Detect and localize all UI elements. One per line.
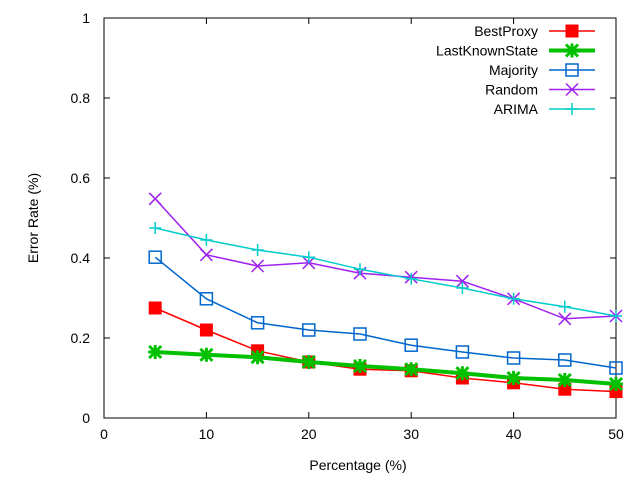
y-tick-label: 0 [82, 410, 90, 426]
y-tick-label: 0.4 [71, 250, 91, 266]
legend-marker [566, 103, 578, 115]
y-tick-label: 0.8 [71, 90, 91, 106]
legend-marker [565, 63, 579, 77]
data-point [609, 361, 623, 375]
legend-marker [565, 82, 579, 97]
data-point [148, 344, 163, 360]
x-tick-label: 0 [100, 426, 108, 442]
series-layer [148, 192, 624, 399]
legend-label: Random [485, 82, 538, 98]
data-point [302, 323, 316, 337]
data-point [199, 292, 214, 306]
data-point [149, 222, 162, 234]
data-point [455, 274, 469, 288]
y-tick-label: 1 [82, 10, 90, 26]
data-point [251, 244, 264, 256]
data-point [506, 351, 521, 365]
data-point [558, 312, 572, 326]
legend-label: Majority [489, 62, 538, 78]
data-point [506, 370, 521, 386]
data-point [405, 272, 418, 285]
data-point [250, 316, 265, 330]
x-tick-label: 30 [403, 426, 419, 442]
y-axis-label: Error Rate (%) [25, 173, 41, 263]
data-point [148, 250, 162, 264]
series-line [155, 227, 617, 317]
data-point [404, 338, 418, 352]
series-line [154, 198, 617, 320]
x-tick-label: 10 [199, 426, 215, 442]
legend-label: LastKnownState [436, 43, 538, 59]
series-random [148, 192, 623, 326]
legend-label: ARIMA [494, 101, 539, 117]
data-point [352, 358, 368, 374]
x-axis-label: Percentage (%) [309, 457, 406, 473]
data-point [610, 310, 622, 322]
x-tick-label: 50 [608, 426, 624, 442]
data-point [404, 362, 419, 377]
legend-entry: LastKnownState [436, 43, 595, 59]
data-point [301, 354, 316, 370]
data-point [455, 366, 470, 381]
series-line [154, 307, 617, 393]
data-point [302, 251, 315, 264]
data-point [199, 323, 213, 337]
data-point [507, 292, 520, 305]
data-point [250, 350, 265, 365]
data-point [354, 263, 366, 276]
legend-marker [565, 24, 579, 38]
data-point [455, 345, 470, 359]
data-point [251, 259, 265, 273]
data-point [353, 327, 367, 341]
legend: BestProxy LastKnownState Majority Random ARI… [436, 23, 595, 117]
legend-entry: Majority [489, 62, 595, 78]
plot-frame [103, 17, 617, 419]
x-tick-label: 40 [506, 426, 522, 442]
data-point [199, 347, 214, 362]
series-line [155, 350, 617, 386]
data-point [608, 376, 624, 392]
data-point [558, 353, 572, 367]
data-point [199, 248, 213, 262]
legend-entry: ARIMA [494, 101, 595, 117]
plot-area: 0 10 20 30 40 50 0 0.2 0.4 0.6 0.8 1 [71, 10, 624, 442]
series-bestproxy [148, 301, 623, 399]
data-point [558, 300, 571, 313]
y-tick-label: 0.6 [71, 170, 91, 186]
legend-label: BestProxy [474, 23, 538, 39]
series-lastknownstate [148, 344, 624, 392]
data-point [557, 372, 572, 388]
data-point [148, 301, 162, 315]
data-point [148, 192, 162, 206]
legend-marker [564, 43, 580, 58]
data-point [200, 234, 213, 246]
data-point [456, 282, 469, 294]
series-arima [149, 222, 622, 322]
series-majority [148, 250, 623, 375]
legend-entry: Random [485, 82, 595, 98]
x-tick-label: 20 [301, 426, 317, 442]
y-tick-label: 0.2 [71, 330, 91, 346]
legend-entry: BestProxy [474, 23, 595, 39]
series-line [154, 256, 617, 369]
